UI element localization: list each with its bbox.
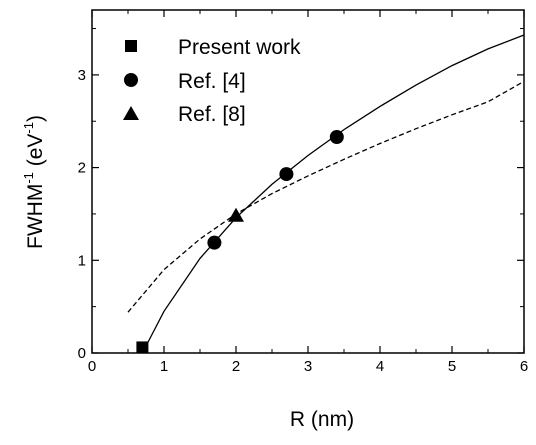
tick-labels: 0 1 2 3 4 5 6 0 1 2 3 bbox=[78, 67, 529, 375]
x-tick-label: 1 bbox=[160, 358, 168, 375]
triangle-data-point bbox=[228, 207, 244, 222]
legend-triangle-marker bbox=[123, 106, 139, 120]
dashed-fit-curve bbox=[127, 80, 525, 313]
solid-fit-curve bbox=[141, 34, 525, 354]
legend-square-marker bbox=[125, 40, 137, 52]
y-axis-title: FWHM-1 (eV-1) bbox=[21, 115, 47, 249]
legend-label-present-work: Present work bbox=[178, 36, 301, 59]
y-tick-label: 3 bbox=[78, 67, 86, 84]
circle-data-point bbox=[329, 130, 344, 145]
fit-curves bbox=[127, 34, 525, 354]
legend-circle-marker bbox=[124, 73, 138, 87]
y-tick-label: 1 bbox=[78, 252, 86, 269]
x-tick-label: 6 bbox=[520, 358, 528, 375]
circle-data-point bbox=[279, 167, 294, 182]
legend: Present work Ref. [4] Ref. [8] bbox=[123, 36, 301, 126]
axis-ticks bbox=[91, 10, 525, 354]
plot-frame bbox=[91, 9, 525, 354]
x-axis-title: R (nm) bbox=[290, 408, 354, 431]
y-axis-title-sup: -1 bbox=[21, 172, 36, 184]
data-markers bbox=[136, 130, 344, 354]
x-tick-label: 4 bbox=[376, 358, 384, 375]
y-axis-title-main: FWHM bbox=[24, 184, 47, 249]
y-tick-label: 2 bbox=[78, 160, 86, 177]
square-data-point bbox=[136, 341, 149, 354]
legend-label-ref-4: Ref. [4] bbox=[178, 70, 246, 93]
legend-label-ref-8: Ref. [8] bbox=[178, 103, 246, 126]
circle-data-point bbox=[207, 235, 222, 250]
x-tick-label: 3 bbox=[304, 358, 312, 375]
x-tick-label: 2 bbox=[232, 358, 240, 375]
y-axis-title-end: ) bbox=[24, 115, 47, 122]
y-axis-title-rest: (eV bbox=[24, 134, 47, 173]
y-tick-label: 0 bbox=[78, 345, 86, 362]
x-tick-label: 0 bbox=[88, 358, 96, 375]
x-tick-label: 5 bbox=[448, 358, 456, 375]
y-axis-title-sup2: -1 bbox=[21, 122, 36, 134]
